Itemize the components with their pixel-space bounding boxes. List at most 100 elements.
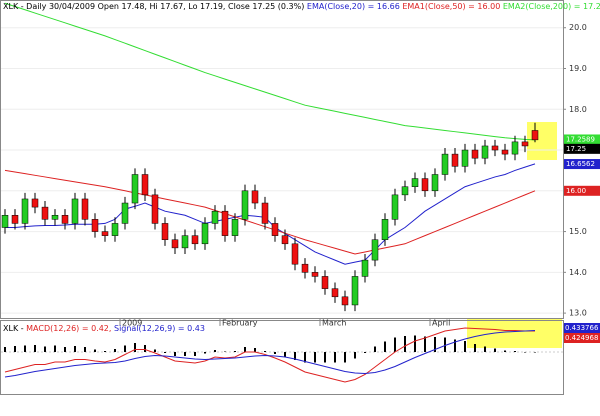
value-box [564,185,600,196]
histogram-bar [294,352,296,360]
candle-body [271,223,279,236]
layer: 13.014.015.016.017.018.019.020.02009Febr… [1,2,600,383]
histogram-bar [424,336,426,352]
candle-body [431,174,439,192]
legend-entry: EMA(Close,20) = 16.66 [307,2,400,11]
candle-body [231,219,239,236]
histogram-bar [14,346,16,352]
legend-entry: EMA2(Close,200) = 17.25 [503,2,600,11]
histogram-bar [444,337,446,352]
candle-body [101,231,109,236]
candle-body [51,215,59,220]
histogram-bar [384,341,386,352]
candle-body [461,149,469,167]
histogram-bar [244,347,246,352]
histogram-bar [4,347,6,352]
candle-body [331,288,339,298]
candle-body [91,219,99,232]
ema-line [4,2,536,141]
histogram-bar [394,337,396,352]
histogram-bar [494,348,496,352]
histogram-bar [74,346,76,352]
candle-body [371,239,379,261]
candle-body [521,141,529,147]
value-label: 16.00 [566,187,586,195]
candle-body [31,198,39,208]
histogram-bar [414,335,416,352]
histogram-bar [94,349,96,352]
value-box [564,333,600,343]
candle-body [41,206,49,220]
candle-body [141,174,149,196]
candle-body [1,215,9,228]
candle-body [121,202,129,224]
histogram-bar [84,347,86,352]
histogram-bar [184,352,186,356]
candle-body [381,219,389,240]
candle-body [71,198,79,224]
highlight [527,122,557,160]
x-tick-label: April [432,319,450,328]
candle-body [441,153,449,175]
histogram-bar [254,348,256,352]
title: XLK - Daily 30/04/2009 Open 17.48, Hi 17… [3,2,304,11]
chart-title: XLK - Daily 30/04/2009 Open 17.48, Hi 17… [3,2,600,11]
histogram-bar [114,349,116,352]
histogram-bar [234,351,236,352]
candle-body [251,190,259,204]
candle-body [171,239,179,249]
histogram-bar [194,352,196,356]
macd-panel-frame [0,320,564,395]
histogram-bar [134,343,136,352]
histogram-bar [364,352,366,353]
histogram-bar [514,351,516,352]
candle-body [321,276,329,289]
candle-body [111,223,119,236]
candle-body [361,259,369,277]
histogram-bar [374,346,376,352]
macd-title: XLK - MACD(12,26) = 0.42, Signal(12,26,9… [3,324,205,333]
legend-entry: MACD(12,26) = 0.42, [26,324,111,333]
histogram-bar [214,350,216,352]
x-tick-label: February [222,319,258,328]
histogram-bar [344,352,346,363]
candle-body [21,198,29,224]
histogram-bar [274,352,276,354]
value-box [564,134,600,145]
histogram-bar [144,345,146,352]
value-box [564,323,600,333]
candle-body [151,194,159,224]
candle-body [311,272,319,277]
candle-body [351,276,359,306]
histogram-bar [64,347,66,352]
legend-entry: EMA1(Close,50) = 16.00 [402,2,500,11]
candle-body [81,198,89,220]
candle-body [391,194,399,220]
candle-body [301,263,309,273]
histogram-bar [314,352,316,363]
candle-body [511,141,519,155]
histogram-bar [104,351,106,352]
candle-body [411,178,419,187]
histogram-bar [24,345,26,352]
candle-body [531,130,539,141]
histogram-bar [484,346,486,352]
candle-body [211,210,219,224]
histogram-bar [324,352,326,363]
candle-body [471,149,479,159]
candle-body [341,296,349,306]
histogram-bar [464,341,466,352]
value-label: 0.424968 [565,334,598,342]
candle-body [161,223,169,240]
histogram-bar [124,345,126,352]
candle-body [191,235,199,245]
histogram-bar [174,352,176,356]
histogram-bar [524,352,526,353]
value-box [564,159,600,170]
legend-entry: Signal(12,26,9) = 0.43 [114,324,205,333]
candle-body [221,210,229,236]
candle-body [501,149,509,155]
value-box [564,143,600,154]
histogram-bar [204,352,206,354]
